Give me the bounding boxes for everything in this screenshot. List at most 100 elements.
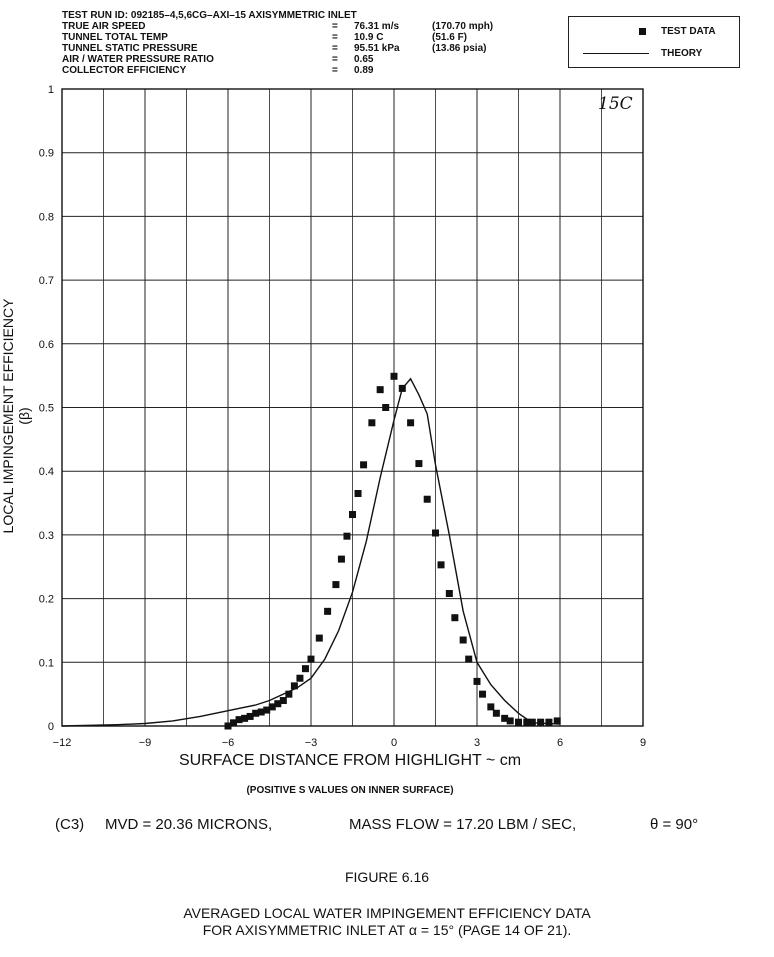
param-us-value: (13.86 psia) [432, 43, 487, 54]
y-tick-label: 0.9 [39, 148, 54, 160]
data-point [423, 495, 431, 503]
param-si-value: 76.31 m/s [354, 21, 400, 32]
data-point [376, 386, 384, 394]
param-si-value: 95.51 kPa [354, 43, 400, 54]
param-equals: = [332, 32, 338, 43]
data-point [501, 714, 509, 722]
data-point [257, 708, 265, 716]
legend-label: TEST DATA [661, 26, 716, 37]
param-label: TUNNEL STATIC PRESSURE [62, 43, 198, 54]
param-label: AIR / WATER PRESSURE RATIO [62, 54, 214, 65]
y-tick-label: 1 [48, 84, 54, 96]
data-point [337, 555, 345, 563]
data-point [537, 718, 545, 726]
data-point [415, 460, 423, 468]
x-tick-label: 9 [640, 737, 646, 749]
chart-legend: TEST DATA THEORY [568, 16, 740, 68]
data-point [523, 718, 531, 726]
data-point [263, 706, 271, 714]
data-point [360, 461, 368, 469]
y-tick-label: 0.1 [39, 657, 54, 669]
figure-caption: AVERAGED LOCAL WATER IMPINGEMENT EFFICIE… [0, 905, 774, 939]
data-point [368, 419, 376, 427]
param-label: TRUE AIR SPEED [62, 21, 146, 32]
param-si-value: 0.65 [354, 54, 374, 65]
data-point [487, 703, 495, 711]
y-tick-label: 0.7 [39, 275, 54, 287]
data-point [268, 703, 276, 711]
data-point [324, 607, 332, 615]
y-tick-label: 0 [48, 721, 54, 733]
y-tick-label: 0.8 [39, 211, 54, 223]
data-point [390, 372, 398, 380]
corner-annotation: 15C [598, 94, 633, 114]
data-point [492, 709, 500, 717]
data-point [246, 712, 254, 720]
param-si-value: 10.9 C [354, 32, 384, 43]
param-label: TUNNEL TOTAL TEMP [62, 32, 168, 43]
data-point [235, 716, 243, 724]
data-point [407, 419, 415, 427]
y-tick-label: 0.5 [39, 403, 54, 415]
x-tick-label: −12 [53, 737, 72, 749]
caption-line-1: AVERAGED LOCAL WATER IMPINGEMENT EFFICIE… [183, 905, 591, 921]
data-point [459, 636, 467, 644]
condition-mvd: MVD = 20.36 MICRONS, [105, 816, 273, 833]
square-marker-icon [639, 28, 646, 35]
data-point [398, 384, 406, 392]
y-tick-label: 0.4 [39, 466, 54, 478]
y-tick-label: 0.2 [39, 594, 54, 606]
legend-item-theory: THEORY [569, 46, 739, 62]
plot-frame [61, 88, 644, 727]
data-point [506, 717, 514, 725]
x-axis-subnote: (POSITIVE S VALUES ON INNER SURFACE) [246, 785, 454, 796]
data-point [382, 404, 390, 411]
data-point [545, 718, 553, 726]
caption-line-2: FOR AXISYMMETRIC INLET AT α = 15° (PAGE … [202, 922, 572, 938]
data-point [473, 677, 481, 685]
condition-case: (C3) [55, 816, 85, 833]
data-point [285, 690, 293, 698]
impingement-chart: 0 0.1 0.2 0.3 0.4 0.5 0.6 0.7 0.8 0.9 1 −12 −9 −6 −3 0 3… [39, 84, 646, 749]
condition-theta: θ = 90° [650, 816, 699, 833]
data-point [528, 718, 536, 726]
param-equals: = [332, 54, 338, 65]
data-point [230, 719, 238, 727]
legend-item-test-data: TEST DATA [569, 24, 739, 40]
data-point [301, 665, 309, 673]
y-axis-label: LOCAL IMPINGEMENT EFFICIENCY (β) [0, 298, 32, 534]
data-point [290, 682, 298, 690]
x-axis-label: SURFACE DISTANCE FROM HIGHLIGHT ~ cm [178, 752, 522, 769]
x-tick-label: −3 [305, 737, 318, 749]
param-equals: = [332, 43, 338, 54]
figure-number: FIGURE 6.16 [344, 869, 430, 885]
data-point [445, 590, 453, 598]
y-tick-label: 0.3 [39, 530, 54, 542]
param-equals: = [332, 21, 338, 32]
param-us-value: (51.6 F) [432, 32, 468, 43]
y-tick-label: 0.6 [39, 339, 54, 351]
data-point [224, 722, 232, 730]
data-point [241, 714, 249, 722]
param-label: COLLECTOR EFFICIENCY [62, 65, 187, 76]
data-point [279, 697, 287, 705]
data-point [343, 532, 351, 540]
x-tick-label: −9 [139, 737, 152, 749]
x-tick-label: 6 [557, 737, 563, 749]
x-tick-label: −6 [222, 737, 235, 749]
legend-label: THEORY [661, 48, 703, 59]
x-tick-label: 3 [474, 737, 480, 749]
data-point [437, 561, 445, 569]
line-symbol-icon [583, 53, 649, 54]
condition-mass-flow: MASS FLOW = 17.20 LBM / SEC, [349, 816, 577, 833]
data-point [315, 634, 323, 642]
data-point [252, 709, 260, 717]
data-point [553, 717, 561, 725]
data-point [465, 655, 473, 663]
data-point [332, 581, 340, 589]
data-point [479, 690, 487, 698]
param-si-value: 0.89 [354, 65, 374, 76]
data-point [451, 614, 459, 622]
data-point [432, 529, 439, 537]
data-point [354, 489, 362, 497]
